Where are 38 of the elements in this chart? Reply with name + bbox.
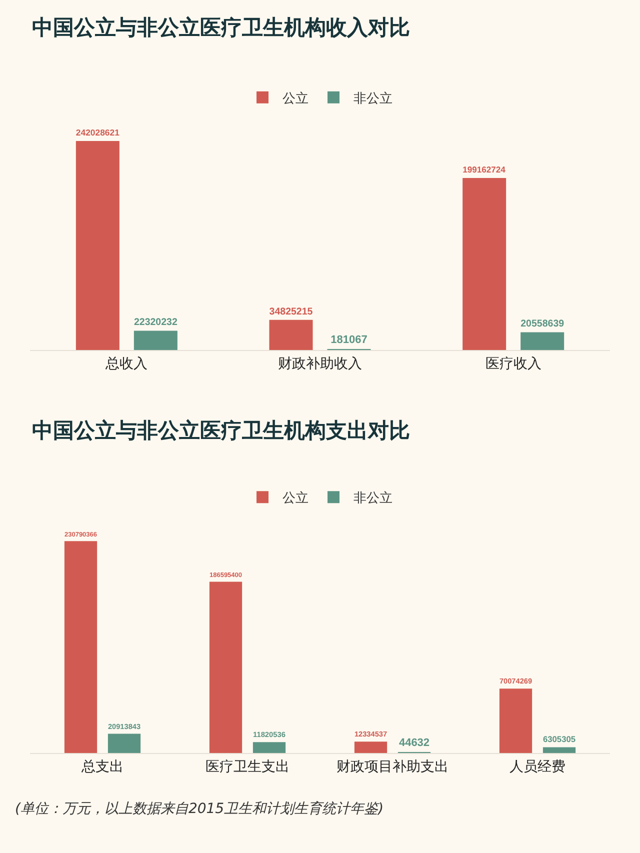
- x-tick-label: 医疗卫生支出: [206, 758, 290, 775]
- bar: [462, 178, 506, 350]
- data-label: 20913843: [108, 722, 141, 731]
- bar: [209, 582, 242, 753]
- x-tick-label: 医疗收入: [485, 356, 542, 372]
- legend-label: 公立: [282, 90, 308, 106]
- data-label: 34825215: [269, 306, 314, 318]
- chart-title: 中国公立与非公立医疗卫生机构支出对比: [32, 418, 410, 442]
- bar: [76, 141, 120, 350]
- x-tick-label: 总支出: [80, 758, 124, 775]
- bar: [269, 320, 313, 350]
- data-label: 199162724: [462, 164, 506, 175]
- x-tick-label: 财政项目补助支出: [336, 758, 448, 775]
- data-label: 20558639: [520, 318, 565, 330]
- data-label: 242028621: [76, 128, 120, 138]
- bar: [134, 330, 178, 350]
- data-label: 44632: [398, 737, 430, 749]
- data-label: 6305305: [542, 734, 576, 744]
- bar: [108, 734, 141, 753]
- x-tick-label: 总收入: [104, 356, 148, 372]
- data-label: 70074269: [499, 676, 532, 686]
- x-tick-label: 财政补助收入: [278, 356, 362, 372]
- legend-label: 非公立: [354, 490, 392, 506]
- data-label: 11820536: [252, 730, 286, 740]
- bar: [64, 541, 98, 753]
- bar: [499, 688, 532, 753]
- bar: [354, 742, 388, 753]
- data-label: 22320232: [134, 317, 178, 328]
- text: (单位：万元，以上数据来自2015卫生和计划生育统计年鉴): [15, 800, 384, 817]
- legend-label: 公立: [282, 490, 308, 506]
- bar: [520, 332, 564, 350]
- bar: [542, 747, 576, 753]
- data-label: 12334537: [354, 730, 388, 739]
- chart-title: 中国公立与非公立医疗卫生机构收入对比: [32, 16, 410, 40]
- bar: [252, 742, 286, 753]
- legend-label: 非公立: [354, 90, 392, 106]
- x-tick-label: 人员经费: [510, 758, 566, 775]
- data-label: 181067: [330, 334, 368, 346]
